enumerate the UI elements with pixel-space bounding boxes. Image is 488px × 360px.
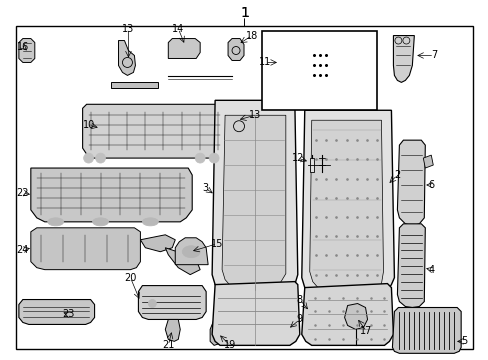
Polygon shape: [227, 39, 244, 60]
Text: 22: 22: [17, 188, 29, 198]
Polygon shape: [165, 248, 200, 275]
Text: 8: 8: [296, 294, 302, 305]
Text: 20: 20: [124, 273, 136, 283]
Circle shape: [209, 153, 219, 163]
Polygon shape: [301, 284, 393, 345]
Text: 13: 13: [122, 24, 134, 33]
Text: 6: 6: [427, 180, 433, 190]
Polygon shape: [168, 39, 200, 58]
Polygon shape: [271, 41, 296, 88]
Polygon shape: [397, 224, 425, 307]
Polygon shape: [309, 120, 383, 293]
Polygon shape: [423, 155, 432, 168]
Polygon shape: [392, 307, 460, 353]
Polygon shape: [301, 110, 394, 302]
Polygon shape: [138, 285, 206, 319]
Text: 1: 1: [240, 6, 248, 20]
Text: 17: 17: [360, 327, 372, 336]
Text: 23: 23: [62, 310, 75, 319]
Ellipse shape: [48, 218, 63, 226]
Polygon shape: [140, 235, 175, 252]
Polygon shape: [31, 228, 140, 270]
Polygon shape: [19, 39, 35, 62]
Polygon shape: [175, 238, 208, 265]
Circle shape: [83, 153, 93, 163]
Polygon shape: [393, 36, 413, 82]
Text: 13: 13: [248, 110, 261, 120]
Text: 21: 21: [162, 340, 174, 350]
Text: 24: 24: [17, 245, 29, 255]
Polygon shape: [229, 108, 247, 140]
Polygon shape: [212, 100, 297, 302]
Polygon shape: [31, 168, 192, 222]
Polygon shape: [222, 115, 285, 292]
Polygon shape: [397, 140, 425, 226]
Bar: [262, 31, 377, 110]
Polygon shape: [19, 300, 94, 324]
Text: 14: 14: [172, 24, 184, 33]
Text: 3: 3: [202, 183, 208, 193]
Polygon shape: [307, 41, 333, 88]
Polygon shape: [82, 104, 224, 158]
Text: 12: 12: [291, 153, 304, 163]
Polygon shape: [118, 41, 135, 75]
Ellipse shape: [142, 218, 158, 226]
Text: 9: 9: [296, 314, 302, 324]
Circle shape: [95, 153, 105, 163]
Ellipse shape: [92, 218, 108, 226]
Polygon shape: [210, 319, 227, 345]
Circle shape: [195, 153, 205, 163]
Ellipse shape: [182, 246, 200, 258]
Text: 10: 10: [82, 120, 95, 130]
Text: 18: 18: [245, 31, 258, 41]
Polygon shape: [344, 303, 367, 329]
Text: 7: 7: [430, 50, 436, 60]
Text: 2: 2: [393, 170, 400, 180]
Polygon shape: [110, 82, 158, 88]
Text: 15: 15: [210, 239, 223, 249]
Text: 1: 1: [240, 6, 248, 20]
Text: 11: 11: [258, 58, 270, 67]
Text: 19: 19: [224, 340, 236, 350]
Polygon shape: [212, 282, 299, 345]
Text: 4: 4: [427, 265, 433, 275]
Polygon shape: [309, 158, 313, 172]
Text: 5: 5: [460, 336, 467, 346]
Text: 16: 16: [17, 41, 29, 51]
Circle shape: [148, 300, 156, 307]
Polygon shape: [165, 319, 180, 341]
